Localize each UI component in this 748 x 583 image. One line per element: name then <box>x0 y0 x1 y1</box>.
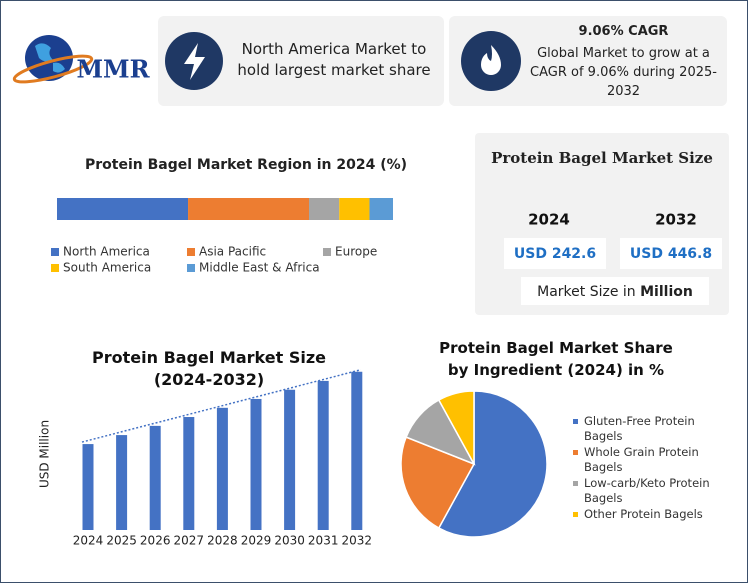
chart-title: Protein Bagel Market Share by Ingredient… <box>439 339 673 379</box>
card-bg <box>449 16 727 106</box>
bar-segment <box>369 198 393 220</box>
card-text: North America Market to hold largest mar… <box>237 40 431 79</box>
bar <box>82 444 94 530</box>
pie-slice <box>400 436 476 529</box>
legend-label: Low-carb/Keto Protein Bagels <box>584 476 710 505</box>
legend-label: Europe <box>335 245 377 259</box>
value-box <box>504 238 606 269</box>
chart-title: Protein Bagel Market Region in 2024 (%) <box>85 157 407 173</box>
pie-slice <box>437 390 475 465</box>
size-value: USD 446.8 <box>630 246 712 262</box>
legend-swatch <box>573 450 578 455</box>
bar <box>116 435 128 530</box>
bar <box>250 398 262 530</box>
legend-swatch <box>323 248 331 256</box>
bar-segment <box>339 198 370 220</box>
x-tick-label: 2026 <box>140 534 171 548</box>
logo-globe <box>12 35 94 84</box>
x-tick-label: 2029 <box>241 534 272 548</box>
bar <box>183 417 195 530</box>
legend-swatch <box>573 419 578 424</box>
card-text: Global Market to grow at a CAGR of 9.06%… <box>530 46 717 99</box>
card-title: 9.06% CAGR <box>578 24 669 39</box>
value-box <box>620 238 722 269</box>
bar <box>216 407 228 530</box>
bar-segment <box>309 198 340 220</box>
bar <box>317 380 329 530</box>
bar <box>284 389 296 530</box>
year-label: 2024 <box>528 211 570 229</box>
year-label: 2032 <box>655 211 697 229</box>
bar-segment <box>57 198 189 220</box>
x-tick-label: 2024 <box>73 534 104 548</box>
legend-label: Gluten-Free Protein Bagels <box>584 414 695 443</box>
bar <box>149 425 161 530</box>
legend-swatch <box>51 264 59 272</box>
x-tick-label: 2028 <box>207 534 238 548</box>
legend-swatch <box>573 481 578 486</box>
unit-label: Market Size in Million <box>537 284 693 300</box>
legend-swatch <box>573 512 578 517</box>
logo-text: MMR <box>76 55 150 84</box>
size-box <box>475 133 729 315</box>
legend-label: Asia Pacific <box>199 245 266 259</box>
legend-label: Middle East & Africa <box>199 261 320 275</box>
y-axis-label: USD Million <box>38 420 52 488</box>
legend-label: North America <box>63 245 150 259</box>
unit-box <box>521 277 709 305</box>
flame-icon <box>481 45 501 75</box>
bar <box>351 371 363 530</box>
x-tick-label: 2030 <box>274 534 305 548</box>
legend-label: Whole Grain Protein Bagels <box>584 445 699 474</box>
card-bg <box>158 16 444 106</box>
unit-prefix: Market Size in <box>537 284 636 300</box>
legend-label: Other Protein Bagels <box>584 507 703 521</box>
size-value: USD 242.6 <box>514 246 596 262</box>
x-tick-label: 2027 <box>174 534 205 548</box>
x-tick-label: 2025 <box>106 534 137 548</box>
legend-swatch <box>187 248 195 256</box>
legend-swatch <box>51 248 59 256</box>
pie-slice <box>437 390 548 538</box>
x-tick-label: 2031 <box>308 534 339 548</box>
bolt-icon <box>184 43 205 80</box>
chart-title: Protein Bagel Market Size (2024-2032) <box>92 348 326 389</box>
unit: Million <box>640 284 693 300</box>
trend-line <box>81 369 361 443</box>
size-title: Protein Bagel Market Size <box>491 149 713 167</box>
bar-segment <box>188 198 309 220</box>
legend-label: South America <box>63 261 151 275</box>
legend-swatch <box>187 264 195 272</box>
x-tick-label: 2032 <box>342 534 373 548</box>
